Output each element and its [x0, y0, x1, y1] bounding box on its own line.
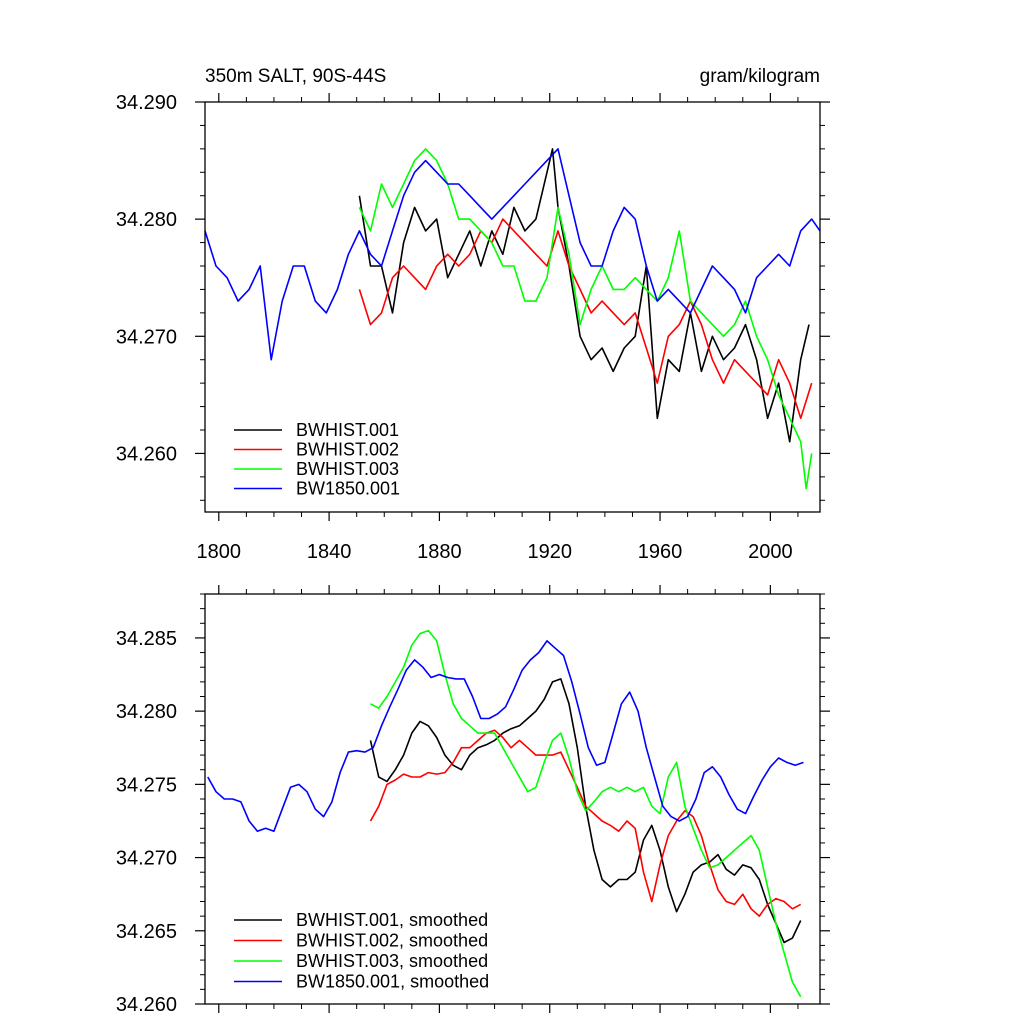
- y-tick-label: 34.280: [116, 701, 177, 723]
- legend-label-4: BW1850.001: [296, 479, 400, 499]
- top-chart-frame: [204, 101, 821, 513]
- legend-label-2: BWHIST.002: [296, 440, 399, 460]
- series-line-bottom-4: [207, 640, 804, 832]
- x-tick-label: 1840: [307, 541, 352, 563]
- x-tick-label: 2000: [748, 541, 793, 563]
- y-tick-label: 34.265: [116, 921, 177, 943]
- series-line-top-4: [204, 148, 821, 361]
- x-tick-label: 1960: [638, 541, 683, 563]
- y-tick-label: 34.290: [116, 92, 177, 114]
- top-chart-panel: 350m SALT, 90S-44S gram/kilogram BWHIST.…: [116, 66, 830, 563]
- legend-label-1: BWHIST.001: [296, 420, 399, 440]
- legend-label-3: BWHIST.003, smoothed: [296, 951, 488, 971]
- x-tick-label: 1880: [417, 541, 462, 563]
- x-tick-label: 1920: [527, 541, 572, 563]
- legend-label-4: BW1850.001, smoothed: [296, 972, 489, 992]
- series-line-top-2: [358, 218, 813, 420]
- top-chart-units: gram/kilogram: [700, 66, 820, 87]
- legend-label-2: BWHIST.002, smoothed: [296, 931, 488, 951]
- y-tick-label: 34.280: [116, 209, 177, 231]
- y-tick-label: 34.260: [116, 994, 177, 1016]
- series-line-top-3: [358, 148, 813, 490]
- y-tick-label: 34.270: [116, 848, 177, 870]
- x-tick-label: 1800: [197, 541, 242, 563]
- y-tick-label: 34.260: [116, 443, 177, 465]
- top-chart-ticks: 1800 1840 1880 1920 1960 2000 34.260 34.270 34.2…: [116, 92, 830, 563]
- y-tick-label: 34.275: [116, 774, 177, 796]
- bottom-chart-series: [207, 629, 804, 998]
- series-line-bottom-3: [370, 629, 802, 998]
- y-tick-label: 34.270: [116, 326, 177, 348]
- series-line-top-1: [358, 148, 810, 443]
- top-chart-title: 350m SALT, 90S-44S: [205, 66, 386, 87]
- bottom-chart-ticks: 34.260 34.265 34.270 34.275 34.280 34.285: [116, 585, 830, 1016]
- legend-label-1: BWHIST.001, smoothed: [296, 910, 488, 930]
- legend-label-3: BWHIST.003: [296, 459, 399, 479]
- top-chart-series: [204, 148, 821, 490]
- series-line-bottom-2: [369, 729, 802, 917]
- y-tick-label: 34.285: [116, 628, 177, 650]
